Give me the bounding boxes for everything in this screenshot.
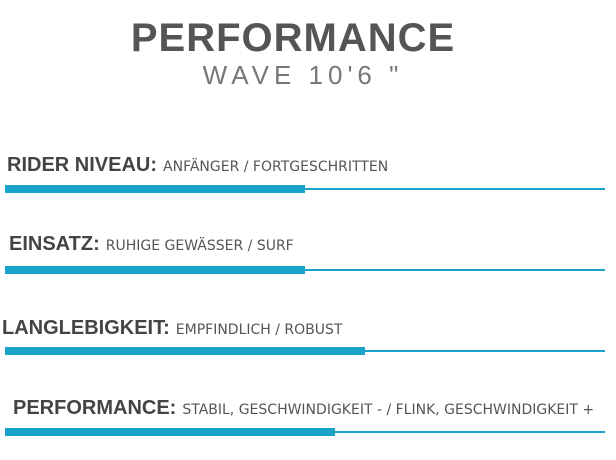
row-label: RIDER NIVEAU: xyxy=(7,154,158,176)
row-description: EMPFINDLICH / ROBUST xyxy=(175,322,343,338)
subtitle: WAVE 10'6 " xyxy=(202,60,404,90)
row-label: LANGLEBIGKEIT: xyxy=(2,317,170,339)
row-text: EINSATZ: RUHIGE GEWÄSSER / SURF xyxy=(9,233,294,256)
row-text: LANGLEBIGKEIT: EMPFINDLICH / ROBUST xyxy=(2,317,342,340)
track-line xyxy=(5,269,605,271)
row-label: EINSATZ: xyxy=(9,233,100,255)
row-description: RUHIGE GEWÄSSER / SURF xyxy=(105,238,294,254)
row-text: RIDER NIVEAU: ANFÄNGER / FORTGESCHRITTEN xyxy=(7,154,388,177)
track-line xyxy=(5,188,605,190)
row-description: STABIL, GESCHWINDIGKEIT - / FLINK, GESCH… xyxy=(182,402,595,418)
title: PERFORMANCE xyxy=(130,16,456,60)
level-bar xyxy=(5,428,335,436)
level-bar xyxy=(5,266,305,274)
row-text: PERFORMANCE: STABIL, GESCHWINDIGKEIT - / … xyxy=(13,397,594,420)
level-bar xyxy=(5,185,305,193)
row-description: ANFÄNGER / FORTGESCHRITTEN xyxy=(163,159,389,175)
level-bar xyxy=(5,347,365,355)
row-label: PERFORMANCE: xyxy=(13,397,177,419)
